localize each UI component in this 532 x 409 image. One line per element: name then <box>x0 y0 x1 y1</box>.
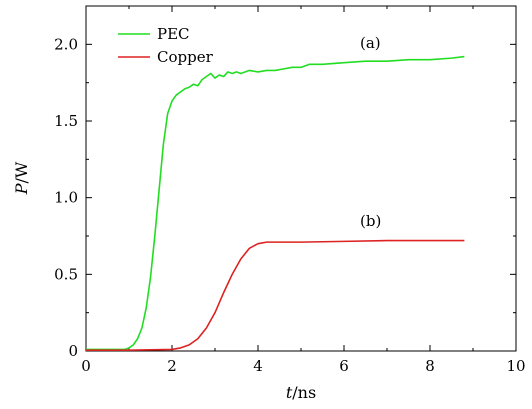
annotation-b: (b) <box>360 212 381 230</box>
legend-label-copper: Copper <box>157 48 214 66</box>
legend: PEC Copper <box>118 25 214 66</box>
series-line-copper <box>86 239 465 352</box>
y-tick-label: 0 <box>68 342 78 360</box>
x-tick-label: 0 <box>81 357 91 375</box>
y-tick-label: 1.0 <box>54 189 78 207</box>
legend-label-pec: PEC <box>157 25 190 43</box>
axis-ticks <box>85 5 517 352</box>
tick-labels: 0 2 4 6 8 10 0 0.5 1.0 1.5 2.0 <box>54 35 525 375</box>
y-tick-label: 0.5 <box>54 265 78 283</box>
y-axis-var: P <box>12 183 31 195</box>
series-line-pec <box>86 55 465 351</box>
x-axis-unit: /ns <box>292 383 316 402</box>
y-axis-title: P/W <box>12 161 31 195</box>
x-tick-label: 4 <box>253 357 263 375</box>
annotation-a: (a) <box>360 34 381 52</box>
series-lines <box>86 55 465 352</box>
y-tick-label: 1.5 <box>54 112 78 130</box>
x-tick-label: 8 <box>425 357 435 375</box>
x-tick-label: 10 <box>506 357 525 375</box>
y-tick-label: 2.0 <box>54 35 78 53</box>
y-axis-unit: /W <box>12 161 31 183</box>
x-axis-title: t/ns <box>286 383 316 402</box>
x-tick-label: 6 <box>339 357 349 375</box>
x-tick-label: 2 <box>167 357 177 375</box>
x-axis-var: t <box>286 383 293 402</box>
